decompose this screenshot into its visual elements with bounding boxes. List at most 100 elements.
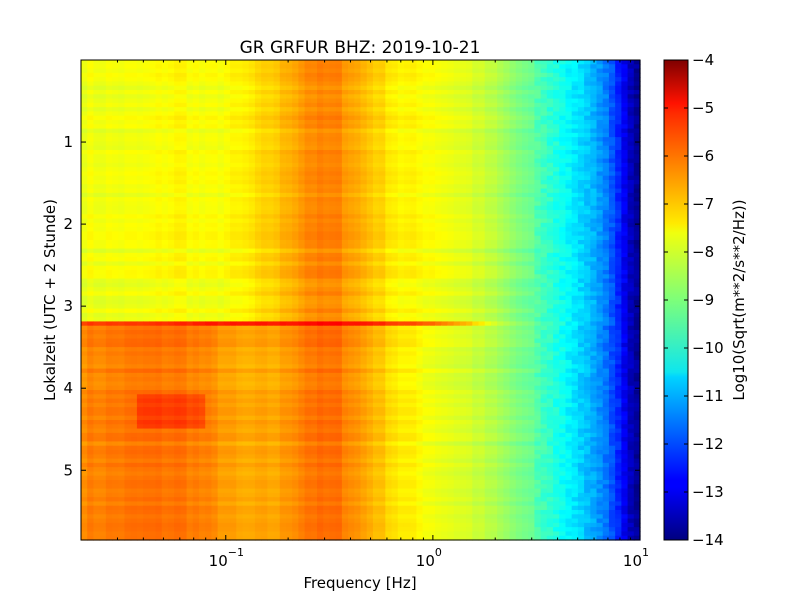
heatmap-cell xyxy=(199,115,206,121)
heatmap-cell xyxy=(490,64,498,70)
heatmap-cell xyxy=(385,85,393,91)
heatmap-cell xyxy=(354,68,362,74)
heatmap-cell xyxy=(565,158,573,164)
heatmap-cell xyxy=(180,257,188,263)
heatmap-cell xyxy=(273,107,281,113)
heatmap-cell xyxy=(590,184,598,190)
heatmap-cell xyxy=(596,90,604,95)
heatmap-cell xyxy=(571,227,579,233)
heatmap-cell xyxy=(81,197,88,203)
heatmap-cell xyxy=(354,81,362,87)
heatmap-cell xyxy=(565,287,573,293)
heatmap-cell xyxy=(130,175,138,181)
heatmap-cell xyxy=(124,72,132,78)
heatmap-cell xyxy=(236,145,244,151)
heatmap-cell xyxy=(403,261,411,267)
heatmap-cell xyxy=(391,244,399,250)
heatmap-cell xyxy=(242,222,250,228)
heatmap-cell xyxy=(136,184,144,190)
heatmap-cell xyxy=(428,184,436,190)
heatmap-cell xyxy=(615,162,622,168)
heatmap-cell xyxy=(205,222,213,228)
heatmap-cell xyxy=(608,85,616,91)
heatmap-cell xyxy=(99,197,107,203)
heatmap-cell xyxy=(410,124,417,130)
heatmap-cell xyxy=(528,188,536,194)
heatmap-cell xyxy=(372,248,380,254)
heatmap-cell xyxy=(416,278,424,284)
heatmap-cell xyxy=(81,227,88,233)
heatmap-cell xyxy=(366,188,374,194)
heatmap-cell xyxy=(385,64,393,70)
heatmap-cell xyxy=(403,102,411,108)
heatmap-cell xyxy=(230,257,237,263)
heatmap-cell xyxy=(348,261,355,267)
heatmap-cell xyxy=(174,210,181,215)
heatmap-cell xyxy=(236,197,244,203)
heatmap-cell xyxy=(472,240,480,245)
heatmap-cell xyxy=(410,205,417,211)
heatmap-cell xyxy=(422,282,430,288)
heatmap-cell xyxy=(149,81,157,87)
heatmap-cell xyxy=(372,278,380,284)
heatmap-cell xyxy=(186,102,194,108)
heatmap-cell xyxy=(211,231,219,237)
heatmap-cell xyxy=(304,205,312,211)
heatmap-cell xyxy=(497,150,504,155)
heatmap-cell xyxy=(441,257,449,263)
heatmap-cell xyxy=(205,98,213,104)
heatmap-cell xyxy=(192,218,200,224)
heatmap-cell xyxy=(379,180,386,185)
heatmap-cell xyxy=(192,222,200,228)
heatmap-cell xyxy=(149,90,157,95)
heatmap-cell xyxy=(292,257,299,263)
heatmap-cell xyxy=(180,124,188,130)
heatmap-cell xyxy=(236,72,244,78)
heatmap-cell xyxy=(379,102,386,108)
heatmap-cell xyxy=(279,188,287,194)
heatmap-cell xyxy=(112,205,119,211)
heatmap-cell xyxy=(261,167,268,173)
heatmap-cell xyxy=(472,162,480,168)
heatmap-cell xyxy=(565,64,573,70)
heatmap-cell xyxy=(304,265,312,271)
heatmap-cell xyxy=(478,141,486,147)
heatmap-cell xyxy=(633,248,641,254)
heatmap-cell xyxy=(490,274,498,280)
heatmap-cell xyxy=(428,85,436,91)
heatmap-cell xyxy=(149,132,157,138)
heatmap-cell xyxy=(366,205,374,211)
heatmap-cell xyxy=(534,132,542,138)
heatmap-cell xyxy=(633,77,641,83)
heatmap-cell xyxy=(254,192,262,198)
heatmap-cell xyxy=(223,60,231,65)
heatmap-cell xyxy=(87,244,95,250)
heatmap-cell xyxy=(441,102,449,108)
heatmap-cell xyxy=(329,197,337,203)
heatmap-cell xyxy=(633,252,641,258)
heatmap-cell xyxy=(217,214,225,220)
heatmap-cell xyxy=(633,270,641,275)
heatmap-cell xyxy=(528,154,536,160)
heatmap-cell xyxy=(608,257,616,263)
heatmap-cell xyxy=(93,107,101,113)
heatmap-cell xyxy=(553,184,560,190)
heatmap-cell xyxy=(298,291,306,297)
heatmap-cell xyxy=(385,252,393,258)
heatmap-cell xyxy=(577,85,585,91)
heatmap-cell xyxy=(223,214,231,220)
heatmap-cell xyxy=(484,145,492,151)
heatmap-cell xyxy=(261,201,268,207)
heatmap-cell xyxy=(211,244,219,250)
heatmap-cell xyxy=(149,188,157,194)
heatmap-cell xyxy=(633,171,641,177)
heatmap-cell xyxy=(310,252,318,258)
heatmap-cell xyxy=(540,115,548,121)
heatmap-cell xyxy=(261,257,268,263)
heatmap-cell xyxy=(161,85,169,91)
heatmap-cell xyxy=(298,192,306,198)
heatmap-cell xyxy=(174,102,181,108)
heatmap-cell xyxy=(180,188,188,194)
heatmap-cell xyxy=(428,274,436,280)
heatmap-cell xyxy=(273,85,281,91)
